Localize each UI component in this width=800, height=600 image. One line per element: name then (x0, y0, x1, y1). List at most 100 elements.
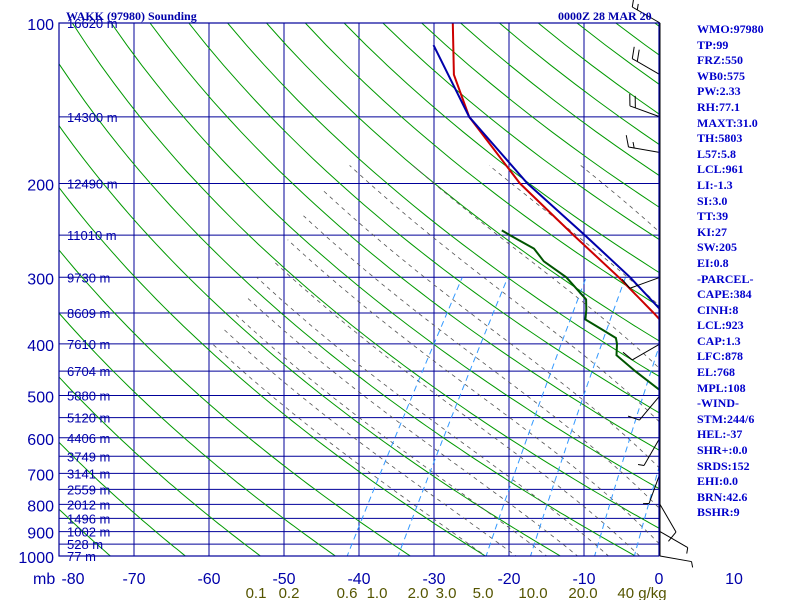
height-tick-label: 12490 m (67, 176, 118, 191)
index-row: MAXT:31.0 (697, 115, 758, 130)
temperature-line (451, 23, 659, 321)
chart-time: 0000Z 28 MAR 20 (558, 9, 652, 23)
height-tick-label: 11010 m (67, 228, 117, 243)
index-row: STM:244/6 (697, 411, 755, 426)
height-tick-label: 5120 m (67, 411, 110, 426)
height-tick-label: 7610 m (67, 337, 110, 352)
wind-barb (629, 93, 661, 118)
dry-adiabat (265, 23, 659, 342)
dry-adiabat (59, 508, 112, 556)
index-row: LFC:878 (697, 349, 743, 364)
wind-barb (627, 395, 661, 421)
height-tick-label: 528 m (67, 537, 103, 552)
index-row: LCL:923 (697, 318, 744, 333)
wind-barb-staff (629, 276, 661, 289)
index-row: CAPE:384 (697, 287, 752, 302)
pressure-tick-label: 600 (27, 432, 54, 449)
dry-adiabat (59, 62, 637, 556)
pressure-tick-label: 400 (27, 338, 54, 355)
sounding-indices-panel: WMO:97980 TP:99 FRZ:550 WB0:575 PW:2.33 RH:77… (697, 22, 800, 521)
height-tick-label: 2559 m (67, 482, 110, 497)
wind-barb (625, 135, 661, 154)
mixing-ratio-tick-label: 20.0 (568, 585, 597, 600)
height-tick-label: 77 m (67, 549, 96, 564)
moist-adiabat (212, 343, 487, 556)
height-tick-label: 2012 m (67, 497, 110, 512)
chart-title: WAKK (97980) Sounding (66, 9, 197, 23)
moist-adiabat (273, 261, 641, 556)
dry-adiabats (59, 23, 659, 556)
index-row: EI:0.8 (697, 255, 729, 270)
pressure-tick-label: 700 (27, 467, 54, 484)
dry-adiabat (110, 23, 659, 490)
wind-barb (631, 0, 661, 24)
wind-barb (631, 46, 661, 76)
wind-barb-staff (639, 395, 661, 421)
mixing-ratio-line (529, 277, 626, 556)
pressure-tick-label: 800 (27, 498, 54, 515)
moist-adiabat (321, 188, 659, 469)
moist-adiabat (244, 295, 579, 556)
mixing-ratio-line (346, 277, 463, 556)
height-tick-label: 1002 m (67, 525, 110, 540)
pressure-tick-label: 300 (27, 271, 54, 288)
index-row: WMO:97980 (697, 22, 764, 36)
dry-adiabat (226, 23, 659, 377)
wind-barb-flag (636, 3, 639, 10)
wind-barb-flag (622, 351, 633, 361)
wind-barb-staff (659, 555, 692, 563)
mixing-ratio-line (594, 345, 659, 556)
pressure-tick-label: 500 (27, 390, 54, 407)
temperature-tick-label: -40 (347, 571, 370, 588)
dry-adiabat (59, 312, 337, 556)
wind-barb (659, 531, 689, 554)
mixing-ratio-tick-label: 40 g/kg (617, 585, 666, 600)
mixing-ratio-tick-label: 5.0 (473, 585, 494, 600)
dewpoint-line (501, 229, 659, 391)
mixing-ratio-line (485, 277, 587, 556)
wind-barb-staff (659, 504, 677, 533)
wind-barb (622, 343, 661, 361)
index-row: -WIND- (697, 396, 739, 411)
temperature-tick-label: -30 (422, 571, 445, 588)
wind-barb (659, 555, 694, 568)
mixing-ratio-tick-label: 0.2 (279, 585, 300, 600)
index-row: L57:5.8 (697, 146, 736, 161)
index-row: SI:3.0 (697, 193, 728, 208)
index-row: BSHR:9 (697, 505, 740, 520)
temperature-tick-label: -20 (497, 571, 520, 588)
wind-barb-flag (686, 547, 689, 554)
dry-adiabat (59, 124, 562, 556)
index-row: LCL:961 (697, 162, 744, 177)
index-row: TT:39 (697, 209, 729, 224)
moist-adiabat (256, 277, 610, 556)
index-row: LI:-1.3 (697, 177, 733, 192)
index-row: BRN:42.6 (697, 489, 748, 504)
index-row: TP:99 (697, 37, 729, 52)
height-tick-label: 9730 m (67, 270, 110, 285)
mixing-ratio-tick-label: 3.0 (436, 585, 457, 600)
wind-barb-flag (668, 531, 677, 542)
wind-barb-staff (628, 146, 661, 154)
mixing-ratio-tick-label: 0.1 (246, 585, 267, 600)
wind-barb-flag (637, 464, 645, 466)
dry-adiabat (343, 23, 659, 274)
wind-barb-flag (625, 135, 629, 148)
height-tick-label: 5880 m (67, 389, 110, 404)
pressure-tick-label: 1000 (18, 550, 54, 567)
moist-adiabats (212, 165, 659, 556)
height-tick-label: 16620 m (67, 16, 118, 31)
index-row: EL:768 (697, 365, 736, 380)
wind-barb-flag (691, 561, 694, 568)
dry-adiabat (59, 376, 262, 556)
parcel-line (432, 44, 659, 310)
wind-barbs (621, 0, 694, 568)
dry-adiabat (59, 186, 487, 556)
mixing-ratio-tick-label: 10.0 (518, 585, 547, 600)
index-row: KI:27 (697, 224, 727, 239)
index-row: FRZ:550 (697, 53, 743, 68)
index-row: RH:77.1 (697, 99, 740, 114)
moist-adiabat (412, 165, 659, 369)
pressure-tick-label: 900 (27, 526, 54, 543)
